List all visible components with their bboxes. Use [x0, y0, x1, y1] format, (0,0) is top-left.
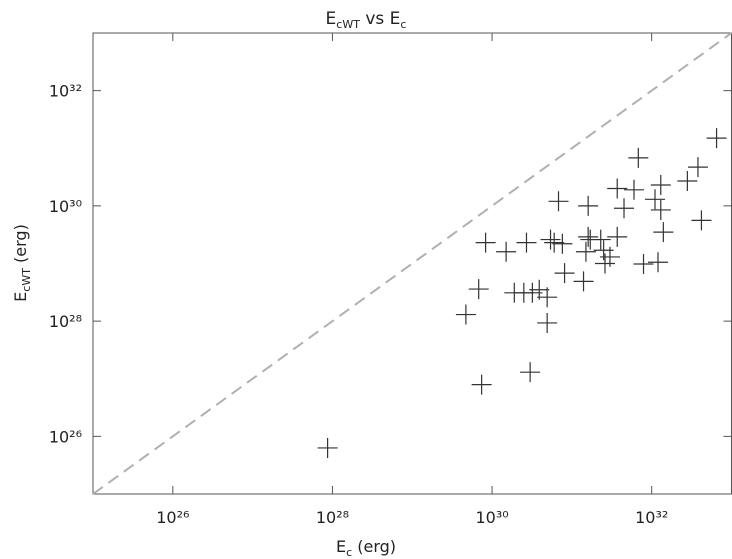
point	[590, 229, 611, 250]
point	[496, 241, 517, 262]
y-tick-label: 10³⁰	[49, 197, 82, 216]
point	[650, 199, 671, 220]
chart-title: EcWT vs Ec	[326, 9, 407, 31]
point	[633, 254, 654, 275]
text-part: cWT	[336, 18, 360, 31]
diagonal-line	[92, 32, 732, 495]
text-part: (erg)	[352, 537, 396, 556]
point	[455, 304, 476, 325]
x-tick-label: 10²⁶	[156, 508, 189, 527]
point	[607, 178, 628, 199]
point	[650, 175, 671, 196]
x-axis-label: Ec (erg)	[336, 537, 396, 559]
point	[687, 157, 708, 178]
point	[554, 263, 575, 284]
point	[468, 279, 489, 300]
point	[628, 147, 649, 168]
y-tick-label: 10²⁸	[49, 312, 82, 331]
point	[648, 252, 669, 273]
point	[516, 232, 537, 253]
text-part: E	[11, 292, 30, 302]
point	[575, 241, 596, 262]
point	[537, 287, 558, 308]
y-tick-label: 10³²	[49, 82, 82, 101]
point	[475, 232, 496, 253]
point	[706, 128, 727, 149]
point	[540, 229, 561, 250]
point	[471, 374, 492, 395]
text-part: c	[346, 546, 352, 559]
point	[529, 279, 550, 300]
text-part: vs E	[360, 9, 400, 29]
text-part: c	[400, 18, 406, 31]
point	[614, 198, 635, 219]
point	[548, 191, 569, 212]
x-tick-label: 10³²	[635, 508, 668, 527]
point	[537, 312, 558, 333]
point	[691, 210, 712, 231]
text-part: cWT	[20, 268, 33, 292]
point	[520, 362, 541, 383]
point	[578, 195, 599, 216]
point	[317, 437, 338, 458]
point	[544, 232, 565, 253]
text-part: (erg)	[11, 224, 30, 268]
text-part: E	[326, 9, 337, 29]
y-axis-label: EcWT (erg)	[11, 224, 33, 302]
x-tick-label: 10³⁰	[475, 508, 508, 527]
point	[578, 226, 599, 247]
point	[653, 222, 674, 243]
y-tick-label: 10²⁶	[49, 427, 82, 446]
point	[599, 246, 620, 267]
point	[677, 171, 698, 192]
point	[552, 233, 573, 254]
x-tick-label: 10²⁸	[316, 508, 349, 527]
point	[623, 179, 644, 200]
text-part: E	[336, 537, 346, 556]
point	[607, 226, 628, 247]
point	[573, 271, 594, 292]
point	[644, 189, 665, 210]
